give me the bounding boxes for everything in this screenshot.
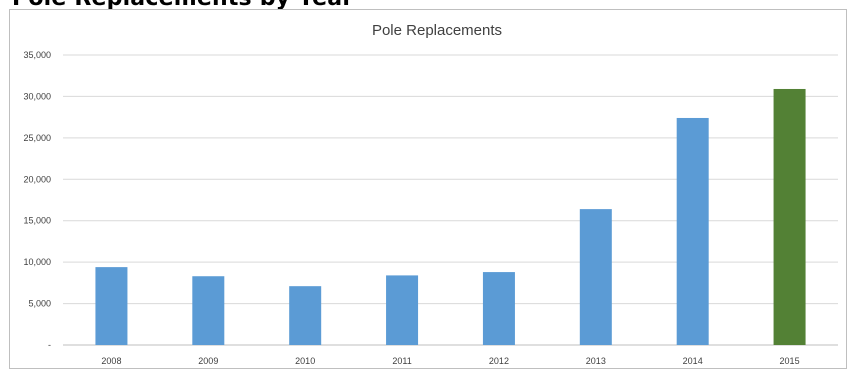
bar-2008 <box>95 267 128 345</box>
bar-2009 <box>192 276 225 345</box>
bar-2013 <box>579 209 612 345</box>
bar-2010 <box>289 286 322 345</box>
y-tick-label: 30,000 <box>23 91 51 101</box>
y-tick-label: 25,000 <box>23 133 51 143</box>
x-tick-label: 2009 <box>198 356 218 366</box>
bar-2015 <box>773 88 806 345</box>
x-tick-label: 2013 <box>586 356 606 366</box>
gridlines <box>63 54 838 346</box>
x-tick-label: 2010 <box>295 356 315 366</box>
x-axis-ticks: 2008 2009 2010 2011 2012 2013 2014 2015 <box>101 356 799 366</box>
chart-title: Pole Replacements <box>372 22 502 39</box>
y-tick-label: - <box>48 340 51 350</box>
x-tick-label: 2012 <box>489 356 509 366</box>
bar-2014 <box>676 117 709 345</box>
y-axis-ticks: - 5,000 10,000 15,000 20,000 25,000 30,000 35,0… <box>23 50 51 350</box>
y-tick-label: 20,000 <box>23 174 51 184</box>
bars <box>95 88 806 345</box>
clipped-heading-text: Pole Replacements by Year <box>12 0 353 11</box>
y-tick-label: 5,000 <box>28 299 51 309</box>
y-tick-label: 15,000 <box>23 216 51 226</box>
y-tick-label: 35,000 <box>23 50 51 60</box>
x-tick-label: 2014 <box>683 356 703 366</box>
bar-2012 <box>482 272 515 345</box>
y-tick-label: 10,000 <box>23 257 51 267</box>
x-tick-label: 2015 <box>780 356 800 366</box>
x-tick-label: 2008 <box>101 356 121 366</box>
bar-2011 <box>386 275 419 345</box>
clipped-page-heading: Pole Replacements by Year <box>0 0 856 14</box>
x-tick-label: 2011 <box>392 356 411 366</box>
